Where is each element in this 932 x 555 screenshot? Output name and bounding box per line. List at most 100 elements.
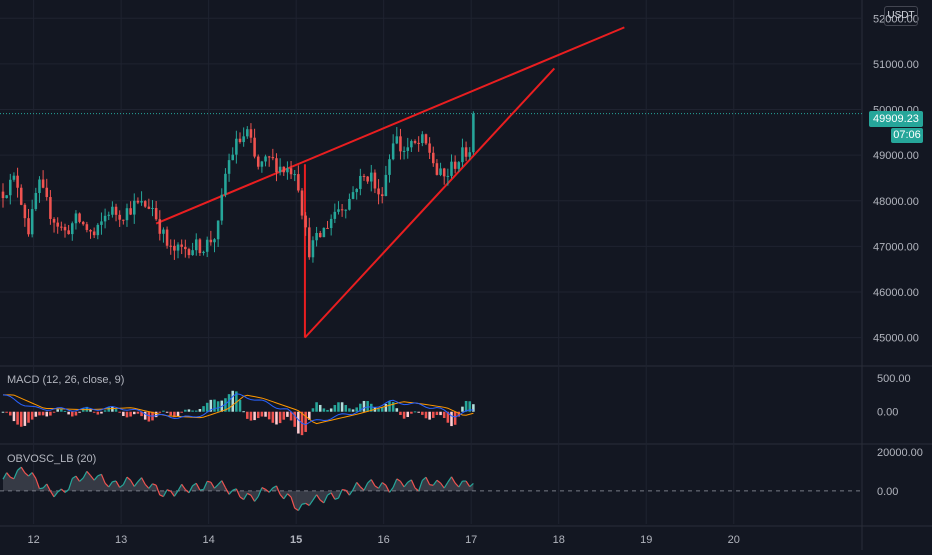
macd-histogram-bar	[71, 412, 74, 417]
candle-body	[366, 177, 369, 182]
macd-histogram-bar	[272, 412, 275, 423]
candle-body	[9, 180, 12, 195]
candle-body	[421, 134, 424, 143]
macd-histogram-bar	[191, 411, 194, 412]
candle-body	[169, 246, 172, 247]
macd-histogram-bar	[315, 402, 318, 411]
macd-histogram-bar	[436, 412, 439, 415]
macd-histogram-bar	[9, 412, 12, 416]
candle-body	[199, 239, 202, 253]
macd-histogram-bar	[35, 412, 38, 417]
candle-body	[436, 163, 439, 175]
candle-body	[115, 207, 118, 215]
macd-histogram-bar	[388, 401, 391, 411]
candle-body	[396, 136, 399, 143]
candle-body	[282, 167, 285, 173]
candle-body	[458, 162, 461, 169]
candle-body	[159, 219, 162, 234]
candle-body	[447, 176, 450, 177]
candle-body	[242, 136, 245, 142]
macd-histogram-bar	[195, 411, 198, 412]
macd-histogram-bar	[184, 410, 187, 412]
macd-histogram-bar	[188, 409, 191, 411]
candle-body	[330, 219, 333, 228]
macd-histogram-bar	[396, 408, 399, 412]
obvosc-tick-label: 0.00	[877, 486, 898, 498]
macd-histogram-bar	[42, 412, 45, 416]
candle-body	[261, 162, 264, 167]
candle-body	[341, 209, 344, 210]
candle-body	[31, 209, 34, 234]
price-tick-label: 47000.00	[873, 241, 919, 253]
candle-body	[468, 152, 471, 157]
macd-histogram-bar	[348, 408, 351, 411]
obvosc-line-segment	[200, 489, 204, 490]
macd-histogram-bar	[414, 411, 417, 412]
macd-histogram-bar	[385, 404, 388, 412]
candle-body	[385, 175, 388, 196]
candle-body	[410, 141, 413, 147]
macd-histogram-bar	[253, 412, 256, 420]
macd-histogram-bar	[217, 401, 220, 411]
currency-badge[interactable]: USDT	[884, 6, 918, 26]
price-tick-label: 45000.00	[873, 333, 919, 345]
candle-body	[195, 239, 198, 250]
candle-body	[27, 218, 30, 234]
candle-body	[118, 215, 121, 220]
macd-histogram-bar	[155, 412, 158, 417]
macd-histogram-bar	[428, 412, 431, 420]
macd-histogram-bar	[344, 405, 347, 412]
candle-body	[206, 240, 209, 252]
macd-histogram-bar	[275, 412, 278, 425]
candle-body	[107, 215, 110, 216]
candle-body	[301, 191, 304, 216]
candle-body	[359, 176, 362, 189]
candle-body	[392, 143, 395, 159]
macd-histogram-bar	[304, 412, 307, 432]
candle-body	[461, 147, 464, 162]
candle-body	[264, 156, 267, 161]
candle-body	[253, 138, 256, 157]
macd-histogram-bar	[213, 400, 216, 412]
candle-body	[268, 156, 271, 157]
candle-body	[133, 201, 136, 215]
candle-body	[188, 249, 191, 255]
candle-body	[202, 252, 205, 253]
macd-histogram-bar	[228, 394, 231, 412]
candle-body	[191, 250, 194, 255]
macd-histogram-bar	[56, 409, 59, 411]
macd-histogram-bar	[20, 412, 23, 427]
candle-body	[162, 230, 165, 234]
candle-body	[151, 208, 154, 209]
candle-body	[97, 225, 100, 235]
macd-histogram-bar	[75, 412, 78, 416]
macd-histogram-bar	[177, 412, 180, 416]
macd-histogram-bar	[330, 408, 333, 411]
candle-body	[472, 114, 475, 153]
candle-body	[231, 155, 234, 160]
macd-histogram-bar	[45, 412, 48, 417]
macd-histogram-bar	[242, 411, 245, 412]
macd-histogram-bar	[264, 412, 267, 417]
candle-body	[312, 240, 315, 257]
macd-histogram-bar	[297, 412, 300, 434]
macd-label[interactable]: MACD (12, 26, close, 9)	[7, 374, 124, 386]
candle-body	[56, 223, 59, 227]
date-tick-label: 13	[115, 534, 127, 546]
candle-body	[155, 208, 158, 219]
candle-body	[75, 213, 78, 223]
macd-histogram-bar	[352, 409, 355, 411]
candle-body	[250, 129, 253, 137]
obvosc-label[interactable]: OBVOSC_LB (20)	[7, 453, 96, 465]
candle-body	[370, 173, 373, 182]
candle-body	[319, 233, 322, 237]
candle-body	[439, 168, 442, 174]
macd-histogram-bar	[421, 412, 424, 415]
candle-body	[180, 245, 183, 247]
candle-body	[210, 240, 213, 243]
macd-histogram-bar	[312, 408, 315, 411]
candle-body	[293, 174, 296, 175]
date-tick-label: 17	[465, 534, 477, 546]
